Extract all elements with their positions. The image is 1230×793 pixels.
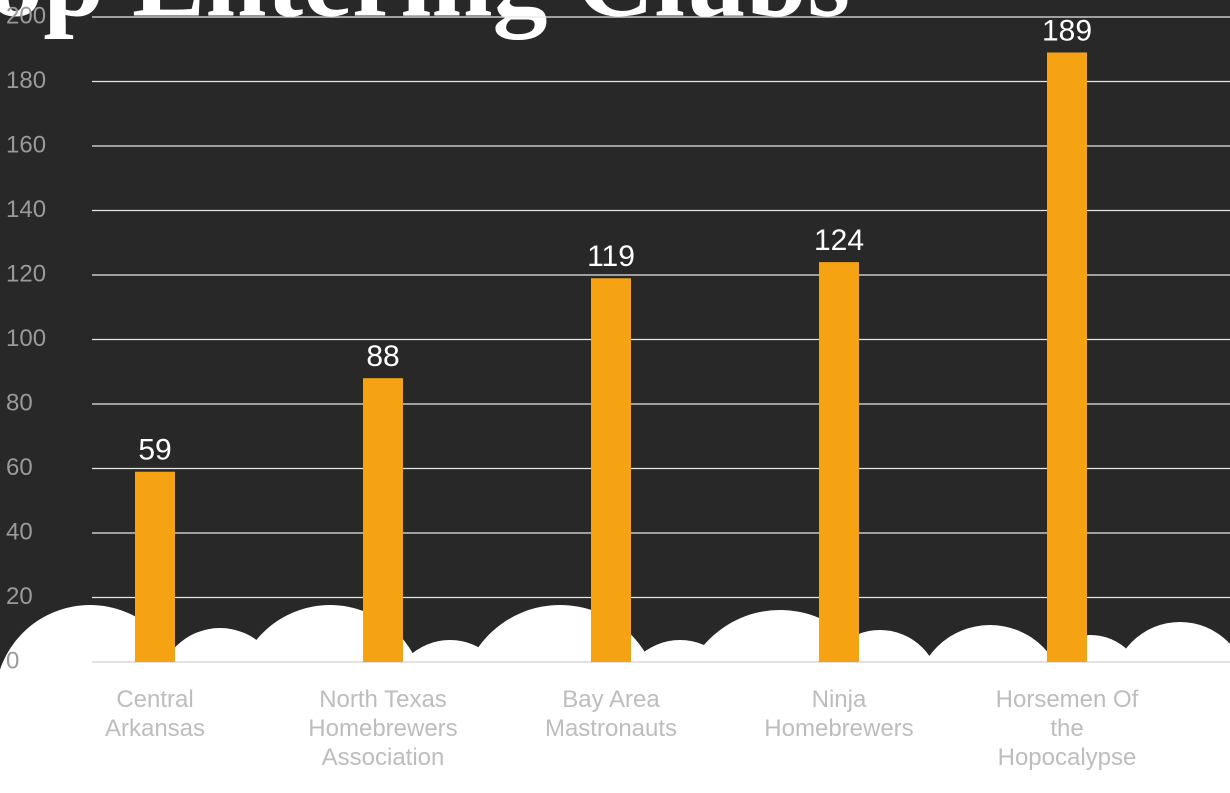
bar <box>1047 52 1087 663</box>
x-tick-label: Horsemen Of the Hopocalypse <box>995 686 1139 771</box>
value-label: 119 <box>587 240 635 273</box>
value-label: 189 <box>1042 14 1092 47</box>
y-tick-label: 60 <box>6 454 33 481</box>
x-tick-label: Central Arkansas <box>104 686 206 742</box>
y-tick-label: 40 <box>6 518 33 545</box>
value-label: 59 <box>138 434 171 467</box>
bar <box>363 378 403 662</box>
x-tick-label: Ninja Homebrewers <box>764 686 914 742</box>
y-tick-label: 100 <box>6 325 46 352</box>
y-tick-label: 200 <box>6 2 46 29</box>
y-tick-label: 20 <box>6 583 33 610</box>
gridlines <box>92 16 1230 663</box>
y-tick-label: 140 <box>6 196 46 223</box>
value-label: 124 <box>814 224 864 257</box>
y-tick-label: 180 <box>6 67 46 94</box>
y-tick-label: 120 <box>6 260 46 287</box>
bar <box>591 278 631 662</box>
y-tick-label: 80 <box>6 389 33 416</box>
y-tick-label: 160 <box>6 131 46 158</box>
bars <box>135 52 1087 663</box>
y-tick-label: 0 <box>6 647 19 674</box>
chart-title: Top Entering Clubs <box>0 0 850 39</box>
value-label: 88 <box>366 340 399 373</box>
bar <box>135 471 175 662</box>
bar <box>819 262 859 662</box>
x-tick-label: Bay Area Mastronauts <box>544 686 678 742</box>
x-tick-label: North Texas Homebrewers Association <box>308 686 458 771</box>
